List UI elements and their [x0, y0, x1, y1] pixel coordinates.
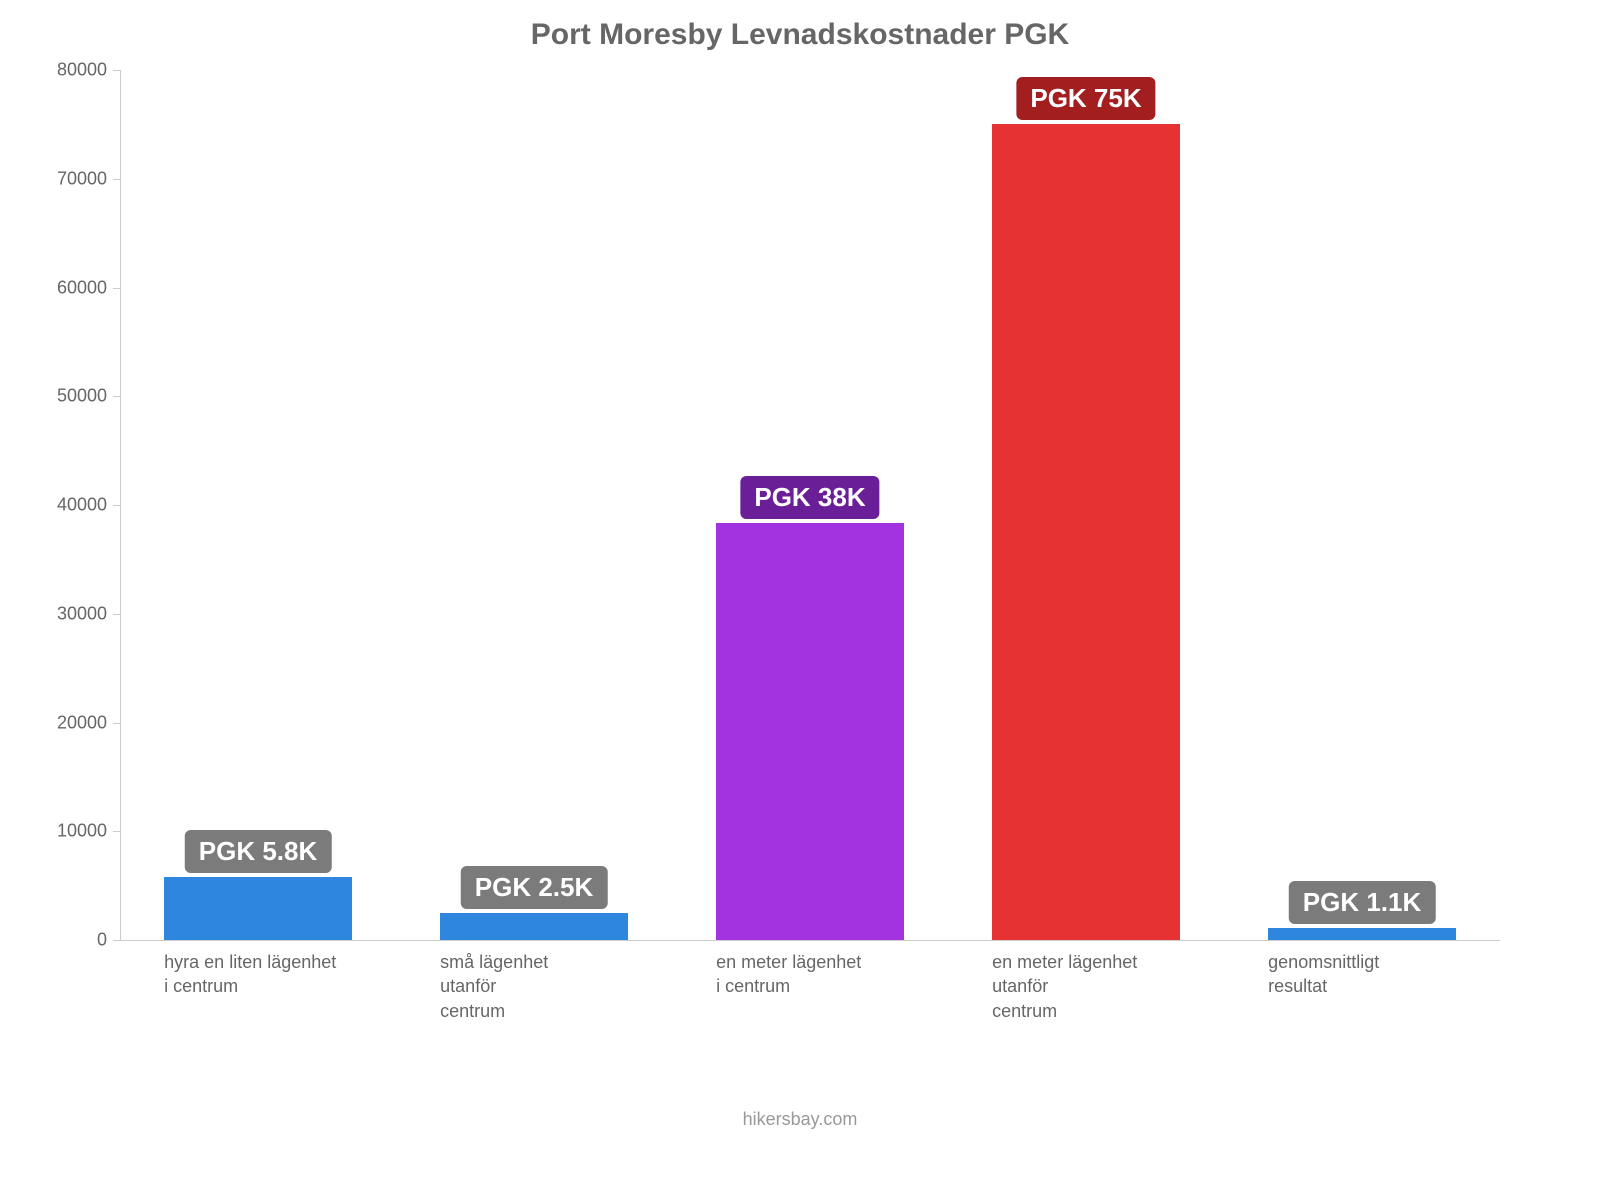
value-badge: PGK 75K — [1016, 77, 1155, 120]
x-category-label: genomsnittligt resultat — [1268, 950, 1379, 999]
y-tick-label: 0 — [97, 930, 107, 951]
y-tick — [113, 396, 120, 397]
y-tick — [113, 179, 120, 180]
bar — [440, 913, 628, 940]
y-tick-label: 30000 — [57, 603, 107, 624]
value-badge: PGK 5.8K — [185, 830, 332, 873]
bar — [164, 877, 352, 940]
y-tick — [113, 70, 120, 71]
x-category-label: hyra en liten lägenhet i centrum — [164, 950, 336, 999]
y-tick-label: 40000 — [57, 495, 107, 516]
plot-area: PGK 5.8K PGK 2.5K PGK 38K PGK 75K PGK 1.1K — [120, 70, 1500, 940]
x-axis-line — [120, 940, 1500, 941]
y-tick — [113, 505, 120, 506]
x-category-label: en meter lägenhet i centrum — [716, 950, 861, 999]
x-category-label: små lägenhet utanför centrum — [440, 950, 548, 1023]
y-tick-label: 60000 — [57, 277, 107, 298]
x-category-label: en meter lägenhet utanför centrum — [992, 950, 1137, 1023]
y-tick-label: 20000 — [57, 712, 107, 733]
attribution-text: hikersbay.com — [0, 1109, 1600, 1130]
bar — [1268, 928, 1456, 940]
chart-title: Port Moresby Levnadskostnader PGK — [0, 18, 1600, 52]
y-tick-label: 70000 — [57, 168, 107, 189]
bar — [716, 523, 904, 940]
y-tick — [113, 940, 120, 941]
cost-of-living-bar-chart: Port Moresby Levnadskostnader PGK PGK 5.… — [0, 0, 1600, 1200]
y-tick — [113, 614, 120, 615]
y-tick — [113, 723, 120, 724]
value-badge: PGK 2.5K — [461, 866, 608, 909]
y-tick — [113, 288, 120, 289]
y-tick-label: 10000 — [57, 821, 107, 842]
y-tick — [113, 831, 120, 832]
y-tick-label: 80000 — [57, 60, 107, 81]
y-axis-line — [120, 70, 121, 940]
bar — [992, 124, 1180, 940]
value-badge: PGK 38K — [740, 476, 879, 519]
value-badge: PGK 1.1K — [1289, 881, 1436, 924]
y-tick-label: 50000 — [57, 386, 107, 407]
